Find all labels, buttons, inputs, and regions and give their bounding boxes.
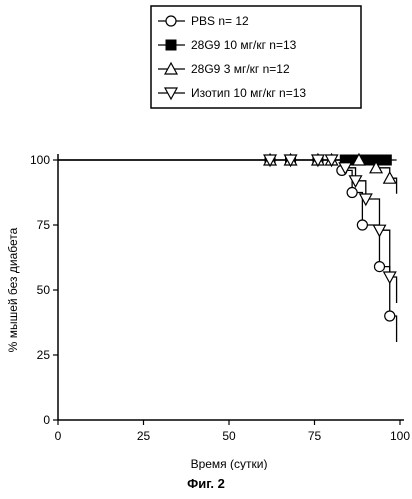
x-tick-label: 75	[308, 429, 322, 443]
y-tick-label: 50	[37, 283, 51, 297]
y-tick-label: 75	[37, 218, 51, 232]
series-line	[58, 160, 397, 342]
x-axis-label: Время (сутки)	[191, 457, 268, 470]
y-tick-label: 25	[37, 348, 51, 362]
x-tick-label: 0	[55, 429, 62, 443]
data-point-marker	[381, 155, 391, 165]
legend-label: 28G9 3 мг/кг n=12	[191, 62, 290, 76]
legend-label: 28G9 10 мг/кг n=13	[191, 38, 297, 52]
legend-label: PBS n= 12	[191, 14, 249, 28]
survival-chart: 0 25 50 75 100 0 25 50 75 100 Время (сутки) % мышей…	[0, 0, 412, 470]
legend-label: Изотип 10 мг/кг n=13	[191, 86, 306, 100]
series-line	[58, 160, 397, 303]
y-tick-label: 0	[43, 413, 50, 427]
y-tick-label: 100	[30, 153, 50, 167]
data-point-marker	[347, 188, 357, 198]
legend-marker	[166, 16, 176, 26]
x-tick-label: 25	[137, 429, 151, 443]
data-point-marker	[374, 262, 384, 272]
x-tick-label: 100	[390, 429, 410, 443]
data-point-marker	[385, 311, 395, 321]
data-point-marker	[357, 220, 367, 230]
legend-marker	[166, 40, 176, 50]
x-tick-label: 50	[222, 429, 236, 443]
data-point-marker	[364, 155, 374, 165]
y-axis-label: % мышей без диабета	[6, 227, 20, 352]
figure-caption: Фиг. 2	[0, 476, 412, 491]
